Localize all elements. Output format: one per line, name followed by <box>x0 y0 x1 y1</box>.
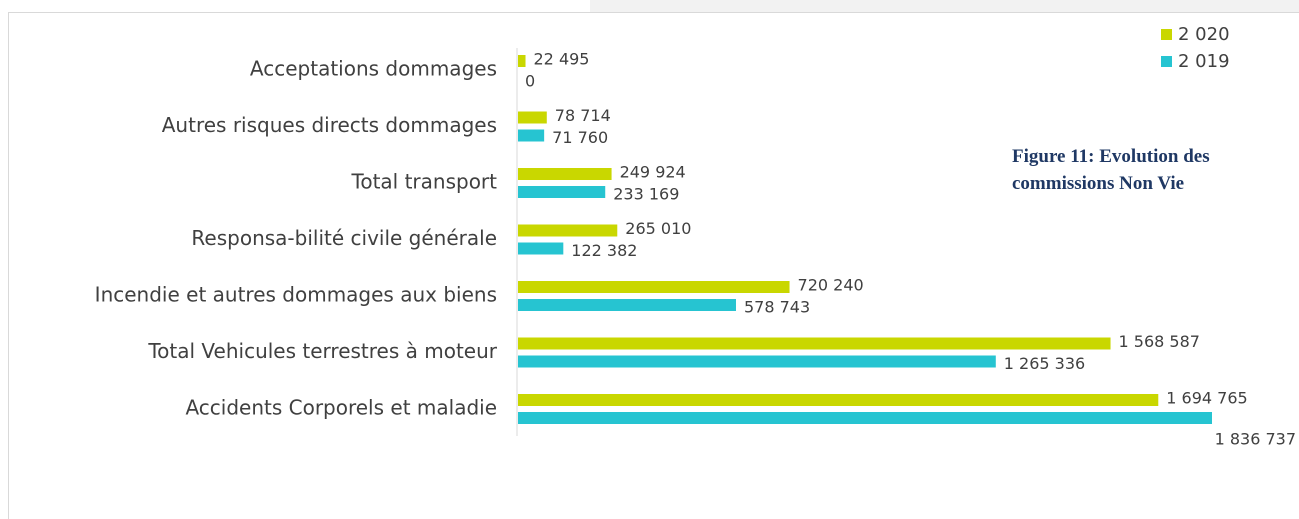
category-label: Responsa-bilité civile générale <box>191 226 497 250</box>
legend-swatch <box>1161 56 1172 67</box>
bar <box>518 224 618 237</box>
value-label: 78 714 <box>555 106 611 125</box>
value-label: 578 743 <box>744 298 810 317</box>
bar <box>518 55 526 67</box>
bar <box>518 129 545 142</box>
value-label: 0 <box>525 72 535 91</box>
frame <box>8 12 1299 519</box>
bar <box>518 168 612 180</box>
legend-label: 2 019 <box>1178 51 1230 72</box>
figure-caption: Figure 11: Evolution des commissions Non… <box>1012 146 1210 194</box>
value-label: 1 694 765 <box>1166 389 1247 408</box>
value-label: 1 265 336 <box>1004 354 1085 373</box>
bar <box>518 242 564 255</box>
value-label: 720 240 <box>798 276 864 295</box>
value-label: 233 169 <box>613 185 679 204</box>
value-label: 22 495 <box>534 50 590 69</box>
top-bar <box>590 0 1299 12</box>
bar <box>518 355 996 368</box>
category-label: Incendie et autres dommages aux biens <box>95 283 497 307</box>
bar <box>518 412 1212 424</box>
value-label: 1 568 587 <box>1119 332 1200 351</box>
bar <box>518 337 1111 350</box>
bar <box>518 186 606 198</box>
legend-label: 2 020 <box>1178 24 1230 45</box>
value-label: 71 760 <box>552 128 608 147</box>
value-label: 122 382 <box>571 241 637 260</box>
category-label: Total Vehicules terrestres à moteur <box>147 339 497 363</box>
bar <box>518 281 790 293</box>
legend-swatch <box>1161 29 1172 40</box>
category-label: Accidents Corporels et maladie <box>185 396 497 420</box>
category-label: Acceptations dommages <box>250 57 497 81</box>
bar <box>518 299 736 311</box>
value-label: 1 836 737 <box>1215 430 1296 449</box>
bar <box>518 394 1159 406</box>
category-label: Total transport <box>351 170 498 194</box>
category-label: Autres risques directs dommages <box>162 113 497 137</box>
value-label: 249 924 <box>620 163 686 182</box>
value-label: 265 010 <box>625 219 691 238</box>
bar <box>518 111 547 124</box>
